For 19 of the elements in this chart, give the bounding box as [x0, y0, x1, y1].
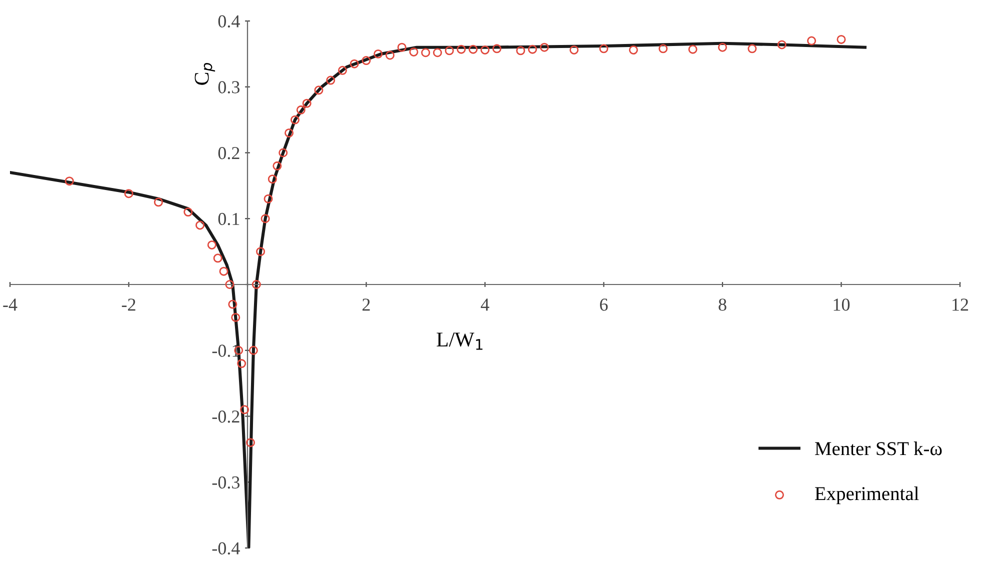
x-tick-label: -4: [3, 298, 18, 311]
legend-label: Experimental: [815, 486, 919, 504]
y-tick-label: 0.4: [218, 15, 240, 28]
y-tick-label: -0.4: [212, 542, 240, 555]
y-axis-title: C$_{p}$: [194, 62, 216, 85]
x-tick-label: -2: [122, 298, 136, 311]
y-tick-label: 0.2: [218, 147, 240, 160]
y-tick-label: 0.3: [218, 81, 240, 94]
y-tick-label: -0.3: [212, 476, 240, 489]
x-axis-title: L/W$_{1}$: [436, 332, 482, 350]
x-tick-label: 12: [952, 298, 968, 311]
x-tick-label: 2: [362, 298, 370, 311]
y-tick-label: -0.2: [212, 410, 240, 423]
x-tick-label: 10: [834, 298, 850, 311]
x-tick-label: 6: [600, 298, 608, 311]
legend-label: Menter SST k-ω: [815, 442, 942, 456]
x-tick-label: 8: [718, 298, 726, 311]
x-tick-label: 4: [480, 298, 490, 311]
y-tick-label: 0.1: [218, 212, 240, 226]
